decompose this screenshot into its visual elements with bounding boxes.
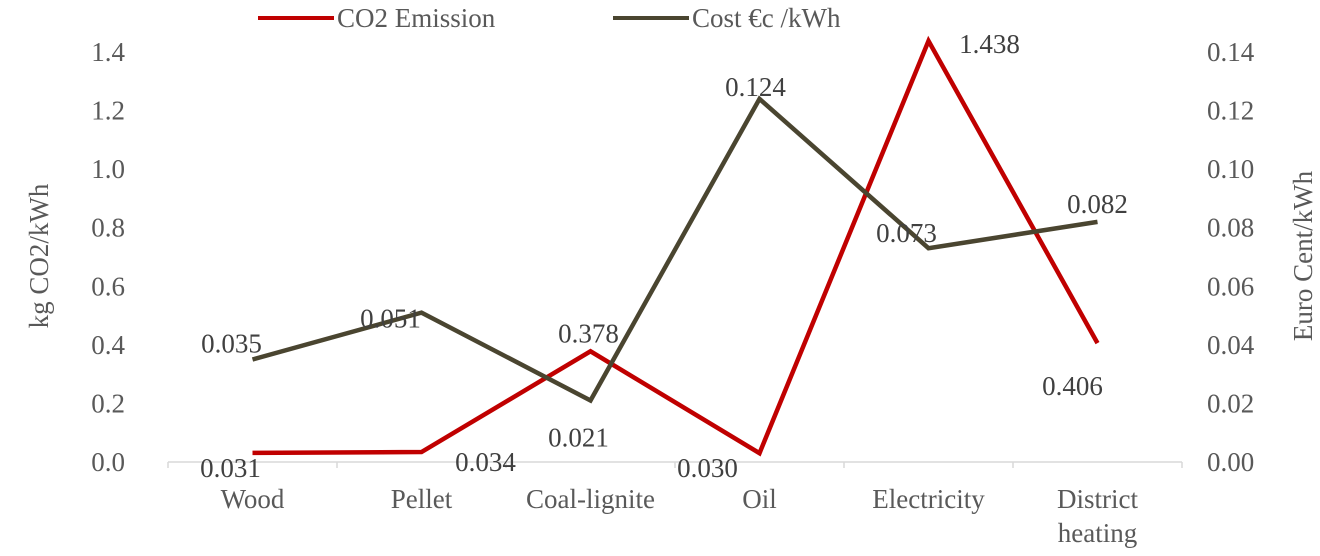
cost-data-label: 0.124	[725, 72, 786, 102]
right-tick-label: 0.08	[1207, 213, 1254, 243]
left-axis-ticks: 0.0 0.2 0.4 0.6 0.8 1.0 1.2 1.4	[91, 37, 125, 477]
right-tick-label: 0.06	[1207, 271, 1254, 301]
right-tick-label: 0.00	[1207, 447, 1254, 477]
x-axis-ticks	[167, 462, 1183, 468]
category-label: Pellet	[391, 484, 453, 514]
co2-data-label: 0.034	[455, 447, 516, 477]
cost-line	[251, 95, 1098, 404]
data-labels: 0.031 0.034 0.378 0.030 1.438 0.406 0.035 0.051…	[200, 29, 1128, 483]
right-tick-label: 0.12	[1207, 96, 1254, 126]
co2-data-label: 0.030	[677, 453, 738, 483]
left-tick-label: 0.4	[91, 330, 125, 360]
cost-data-label: 0.051	[360, 304, 421, 334]
cost-data-label: 0.082	[1067, 189, 1128, 219]
left-tick-label: 1.2	[91, 96, 125, 126]
co2-data-label: 0.406	[1042, 371, 1103, 401]
series-lines	[251, 35, 1100, 457]
co2-data-label: 1.438	[959, 29, 1020, 59]
left-tick-label: 0.2	[91, 388, 125, 418]
cost-data-label: 0.035	[201, 329, 262, 359]
cost-data-label: 0.021	[548, 423, 609, 453]
cost-data-label: 0.073	[876, 218, 937, 248]
right-tick-label: 0.02	[1207, 388, 1254, 418]
category-label: Electricity	[872, 484, 985, 514]
left-axis-title: kg CO2/kWh	[24, 183, 54, 328]
co2-emission-line	[252, 35, 1100, 457]
legend: CO2 Emission Cost €c /kWh	[258, 3, 841, 33]
left-tick-label: 0.6	[91, 271, 125, 301]
right-tick-label: 0.14	[1207, 37, 1255, 67]
right-axis-title: Euro Cent/kWh	[1288, 170, 1318, 341]
left-tick-label: 0.8	[91, 213, 125, 243]
legend-label-cost: Cost €c /kWh	[692, 3, 841, 33]
left-tick-label: 1.4	[91, 37, 125, 67]
co2-data-label: 0.031	[200, 453, 261, 483]
right-axis-ticks: 0.00 0.02 0.04 0.06 0.08 0.10 0.12 0.14	[1207, 37, 1255, 477]
legend-label-co2: CO2 Emission	[337, 3, 496, 33]
category-label: Oil	[742, 484, 777, 514]
category-label: Wood	[221, 484, 285, 514]
right-tick-label: 0.10	[1207, 154, 1254, 184]
category-labels: Wood Pellet Coal-lignite Oil Electricity Dist…	[221, 484, 1139, 548]
category-label: District heating	[1057, 484, 1138, 548]
category-label: Coal-lignite	[526, 484, 655, 514]
co2-data-label: 0.378	[558, 318, 619, 348]
right-tick-label: 0.04	[1207, 330, 1255, 360]
left-tick-label: 0.0	[91, 447, 125, 477]
left-tick-label: 1.0	[91, 154, 125, 184]
